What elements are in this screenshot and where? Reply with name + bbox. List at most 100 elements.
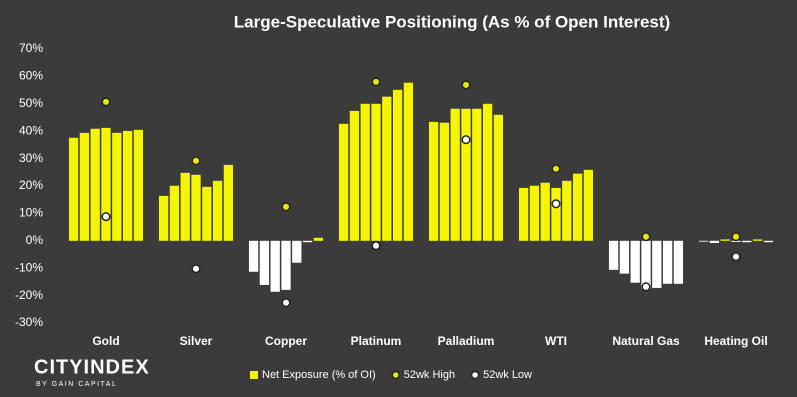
bar bbox=[302, 240, 313, 243]
legend-swatch bbox=[391, 370, 400, 380]
bar bbox=[68, 137, 79, 241]
bar bbox=[583, 169, 594, 241]
bar bbox=[270, 240, 280, 292]
bar bbox=[158, 195, 169, 241]
bar bbox=[673, 240, 684, 284]
dot bbox=[551, 199, 561, 209]
x-tick-label: Natural Gas bbox=[612, 334, 680, 348]
bar bbox=[371, 103, 381, 241]
bar bbox=[662, 240, 673, 284]
y-tick-label: -10% bbox=[15, 260, 43, 274]
logo-name: CITYINDEX bbox=[34, 356, 150, 378]
bar bbox=[540, 182, 550, 241]
bar bbox=[608, 240, 619, 270]
bar bbox=[122, 130, 133, 241]
dot bbox=[371, 77, 381, 87]
x-tick-label: Gold bbox=[92, 334, 119, 348]
x-tick-label: Platinum bbox=[351, 334, 402, 348]
bar bbox=[529, 185, 540, 241]
bar bbox=[248, 240, 259, 272]
bar bbox=[763, 240, 774, 243]
bar bbox=[180, 172, 190, 241]
bar bbox=[630, 240, 640, 283]
legend-label: 52wk High bbox=[404, 369, 455, 381]
dot bbox=[641, 232, 651, 242]
bar bbox=[338, 123, 349, 241]
bar bbox=[551, 187, 561, 241]
bar bbox=[652, 240, 662, 288]
dot bbox=[101, 97, 111, 107]
bar bbox=[482, 103, 493, 241]
y-tick-label: 30% bbox=[19, 151, 43, 165]
dot bbox=[371, 241, 381, 251]
bar bbox=[212, 180, 223, 241]
x-tick-label: WTI bbox=[545, 334, 567, 348]
legend-label: 52wk Low bbox=[483, 369, 532, 381]
bar bbox=[223, 164, 234, 241]
bar bbox=[360, 103, 370, 241]
dot bbox=[461, 80, 471, 90]
bar bbox=[493, 114, 504, 241]
bar bbox=[349, 110, 360, 241]
y-tick-label: 50% bbox=[19, 96, 43, 110]
dot bbox=[281, 202, 291, 212]
dot bbox=[551, 164, 561, 174]
bar bbox=[720, 239, 730, 241]
bar bbox=[259, 240, 270, 285]
dot bbox=[191, 264, 201, 274]
bar bbox=[641, 240, 651, 289]
y-tick-label: 20% bbox=[19, 178, 43, 192]
bar bbox=[472, 108, 482, 241]
y-tick-label: 40% bbox=[19, 123, 43, 137]
dot bbox=[101, 212, 111, 222]
bar bbox=[619, 240, 630, 274]
bar bbox=[133, 129, 144, 241]
bar bbox=[572, 173, 583, 241]
dot bbox=[731, 232, 741, 242]
bar bbox=[403, 82, 414, 241]
bar bbox=[382, 96, 392, 241]
dot bbox=[281, 298, 291, 308]
legend-label: Net Exposure (% of OI) bbox=[262, 369, 376, 381]
bar bbox=[281, 240, 291, 290]
bar bbox=[169, 185, 180, 241]
y-tick-label: -30% bbox=[15, 315, 43, 329]
chart-title: Large-Speculative Positioning (As % of O… bbox=[234, 12, 670, 31]
bar bbox=[752, 239, 763, 241]
x-tick-label: Palladium bbox=[438, 334, 495, 348]
bar bbox=[292, 240, 302, 263]
bar bbox=[461, 108, 471, 241]
bar bbox=[742, 240, 752, 243]
bar bbox=[428, 121, 439, 241]
bar bbox=[79, 132, 90, 241]
y-tick-label: -20% bbox=[15, 288, 43, 302]
legend-swatch bbox=[250, 371, 258, 379]
dot bbox=[461, 135, 471, 145]
legend-swatch bbox=[470, 370, 480, 380]
y-tick-label: 60% bbox=[19, 69, 43, 83]
dot bbox=[641, 282, 651, 292]
x-tick-label: Heating Oil bbox=[704, 334, 767, 348]
bar bbox=[101, 127, 111, 241]
bar bbox=[112, 132, 122, 241]
y-tick-label: 10% bbox=[19, 206, 43, 220]
logo-tagline: BY GAIN CAPITAL bbox=[36, 381, 117, 388]
bar bbox=[439, 122, 450, 241]
dot bbox=[191, 156, 201, 166]
bar bbox=[709, 240, 720, 243]
dot bbox=[731, 252, 741, 262]
bar bbox=[450, 108, 460, 241]
x-tick-label: Copper bbox=[265, 334, 307, 348]
x-tick-label: Silver bbox=[180, 334, 213, 348]
bar bbox=[518, 187, 529, 241]
y-tick-label: 70% bbox=[19, 41, 43, 55]
bar bbox=[698, 240, 709, 242]
bar bbox=[392, 89, 403, 241]
bar bbox=[313, 237, 324, 241]
y-tick-label: 0% bbox=[26, 233, 44, 247]
bar bbox=[191, 174, 201, 241]
bar bbox=[90, 128, 100, 241]
bar bbox=[562, 180, 572, 241]
bar bbox=[202, 186, 212, 241]
